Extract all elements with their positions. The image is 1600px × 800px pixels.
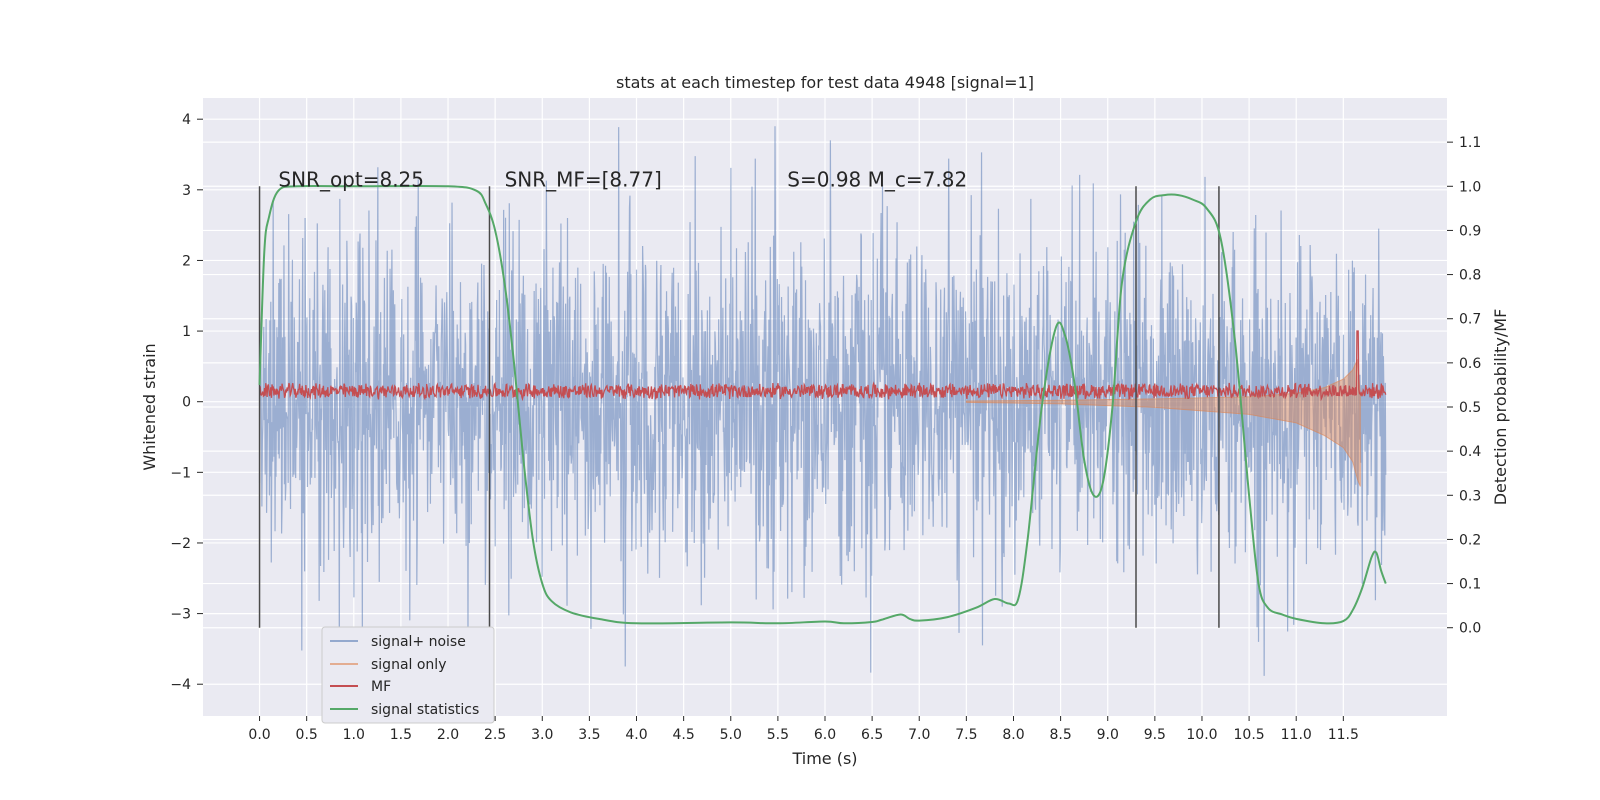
mf-line	[258, 330, 1387, 402]
x-tick-label: 2.5	[484, 727, 506, 743]
x-tick-label: 5.0	[720, 727, 742, 743]
legend-label-signal-noise: signal+ noise	[371, 634, 466, 650]
x-tick-label: 6.5	[861, 727, 883, 743]
x-axis-label: Time (s)	[791, 749, 857, 768]
signal-statistics-line	[258, 184, 1387, 625]
y-axis-right-label: Detection probability/MF	[1491, 309, 1510, 506]
y-tick-label: −2	[170, 536, 191, 552]
x-tick-label: 9.5	[1144, 727, 1166, 743]
y-right-tick-label: 1.0	[1459, 179, 1481, 195]
x-tick-label: 0.5	[296, 727, 318, 743]
y-right-tick-label: 0.5	[1459, 400, 1481, 416]
x-tick-label: 10.0	[1186, 727, 1217, 743]
y-tick-label: 1	[182, 324, 191, 340]
y-right-tick-label: 0.0	[1459, 621, 1481, 637]
legend-label-signal-only: signal only	[371, 657, 446, 673]
y-tick-label: −4	[170, 677, 191, 693]
y-right-tick-label: 0.4	[1459, 444, 1481, 460]
x-tick-label: 8.5	[1049, 727, 1071, 743]
x-tick-label: 11.5	[1328, 727, 1359, 743]
y-right-tick-label: 0.8	[1459, 268, 1481, 284]
y-right-tick-label: 0.7	[1459, 312, 1481, 328]
y-axis-ticks: 4 3 2 1 0 −1 −2 −3 −4	[170, 112, 203, 693]
annotation-text: SNR_MF=[8.77]	[505, 167, 662, 191]
y-tick-label: 0	[182, 395, 191, 411]
y-tick-label: −3	[170, 607, 191, 623]
annotation-text: SNR_opt=8.25	[278, 167, 424, 191]
x-tick-label: 4.0	[625, 727, 647, 743]
y-tick-label: 2	[182, 253, 191, 269]
y-axis-right-ticks: 1.1 1.0 0.9 0.8 0.7 0.6 0.5 0.4 0.3 0.2 0.1 0.0	[1447, 135, 1481, 637]
vertical-lines	[258, 186, 1220, 628]
x-axis-ticks: 0.0 0.5 1.0 1.5 2.0 2.5 3.0 3.5 4.0 4.5 5.0 5.5 6.0 6…	[248, 716, 1359, 743]
y-tick-label: 4	[182, 112, 191, 128]
y-right-tick-label: 1.1	[1459, 135, 1481, 151]
series-mf	[258, 330, 1387, 402]
x-tick-label: 7.0	[908, 727, 930, 743]
x-tick-label: 3.0	[531, 727, 553, 743]
series-signal-statistics	[258, 184, 1387, 625]
y-axis-label: Whitened strain	[140, 343, 159, 470]
x-tick-label: 1.0	[343, 727, 365, 743]
y-right-tick-label: 0.6	[1459, 356, 1481, 372]
legend: signal+ noise signal only MF signal stat…	[321, 626, 495, 724]
y-right-tick-label: 0.1	[1459, 577, 1481, 593]
annotations: SNR_opt=8.25 SNR_MF=[8.77] S=0.98 M_c=7.82	[278, 167, 967, 191]
x-tick-label: 7.5	[955, 727, 977, 743]
x-tick-label: 1.5	[390, 727, 412, 743]
legend-label-signal-statistics: signal statistics	[371, 702, 479, 718]
x-tick-label: 9.0	[1097, 727, 1119, 743]
chart-title: stats at each timestep for test data 494…	[616, 73, 1034, 92]
x-tick-label: 0.0	[248, 727, 270, 743]
x-tick-label: 4.5	[673, 727, 695, 743]
series-signal-noise	[258, 126, 1387, 676]
y-tick-label: 3	[182, 183, 191, 199]
x-tick-label: 6.0	[814, 727, 836, 743]
y-tick-label: −1	[170, 465, 191, 481]
x-tick-label: 3.5	[578, 727, 600, 743]
x-tick-label: 2.0	[437, 727, 459, 743]
legend-label-mf: MF	[371, 679, 391, 695]
legend-box	[321, 626, 495, 724]
y-right-tick-label: 0.2	[1459, 532, 1481, 548]
x-tick-label: 8.0	[1002, 727, 1024, 743]
x-tick-label: 10.5	[1234, 727, 1265, 743]
x-tick-label: 5.5	[767, 727, 789, 743]
x-tick-label: 11.0	[1281, 727, 1312, 743]
y-right-tick-label: 0.9	[1459, 223, 1481, 239]
signal-noise-line	[258, 126, 1387, 676]
annotation-text: S=0.98 M_c=7.82	[787, 167, 967, 191]
y-right-tick-label: 0.3	[1459, 488, 1481, 504]
